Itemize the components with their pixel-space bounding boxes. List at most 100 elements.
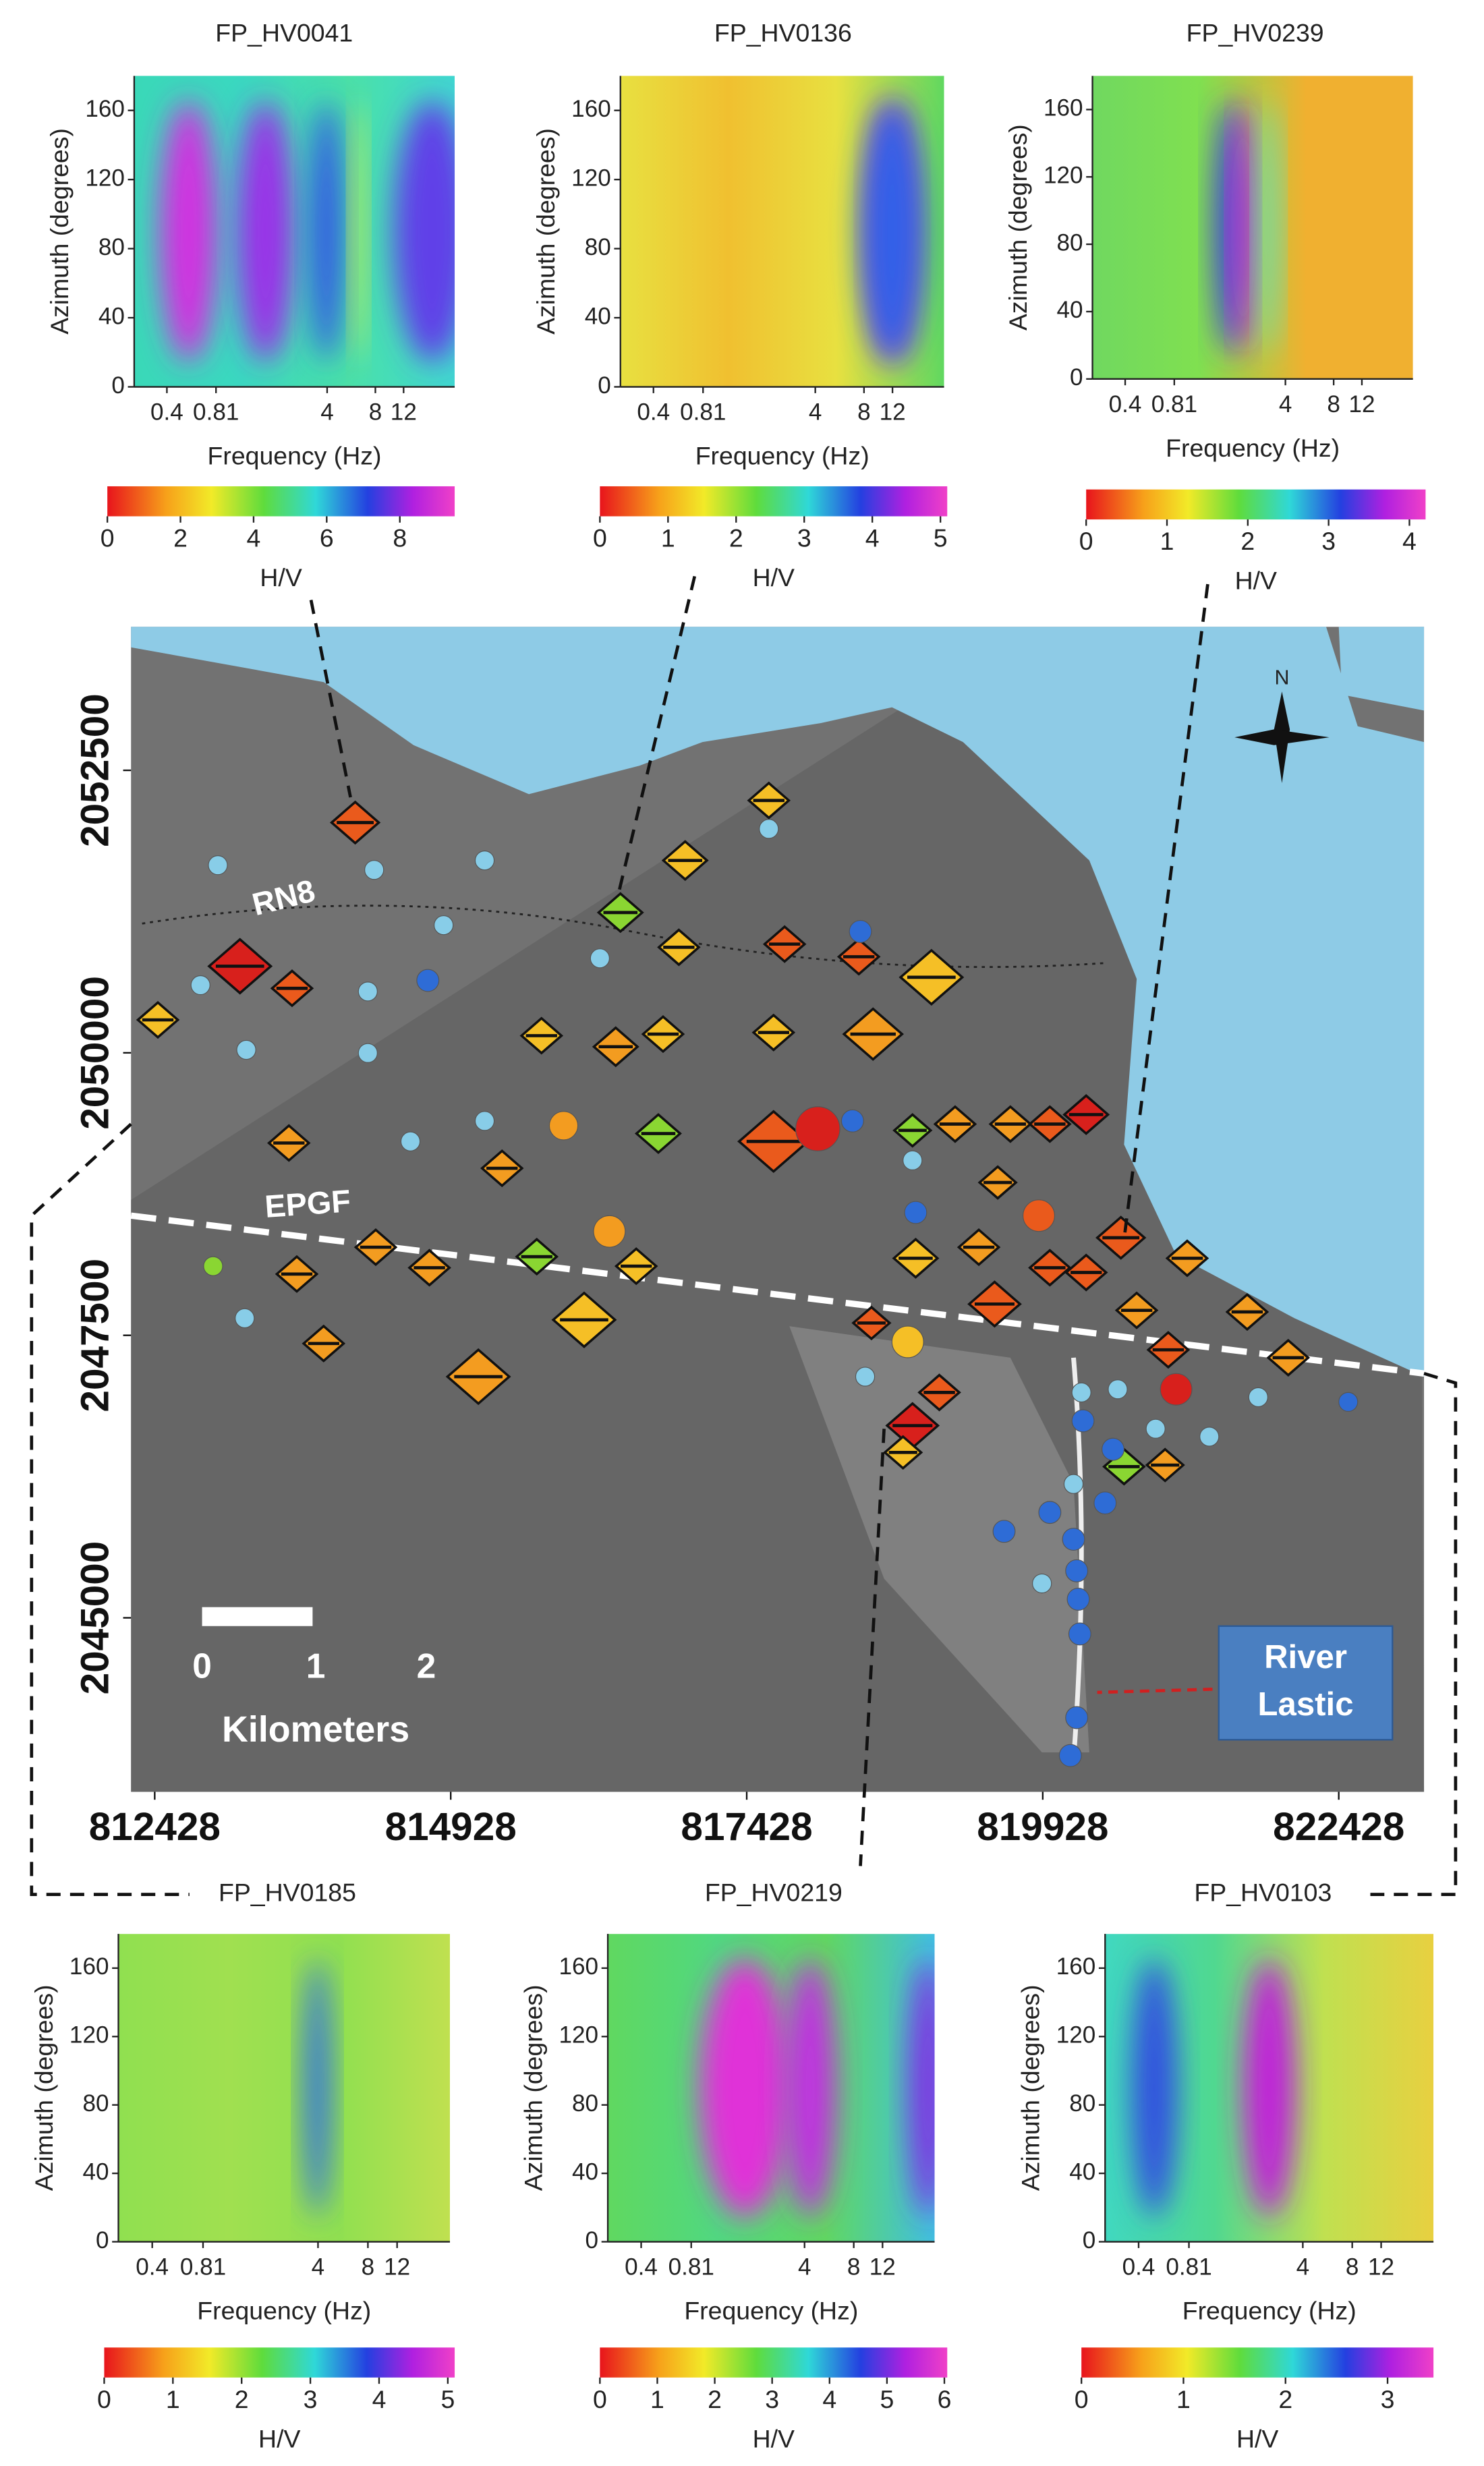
station-point <box>1032 1573 1052 1594</box>
colorbar-tick-label: 0 <box>97 2385 111 2413</box>
station-point <box>1338 1392 1359 1412</box>
heatmap <box>118 1934 451 2242</box>
station-point <box>474 1111 495 1131</box>
heatmap-bg <box>118 1934 451 2242</box>
station-point <box>992 1520 1016 1543</box>
map-y-tick-label: 2052500 <box>74 693 117 847</box>
colorbar-tick-label: 8 <box>393 523 407 552</box>
panel-title: FP_HV0239 <box>1187 19 1324 47</box>
x-tick-label: 8 <box>369 399 382 426</box>
x-axis-label: Frequency (Hz) <box>208 442 382 470</box>
y-tick-label: 120 <box>571 165 611 191</box>
station-marker <box>751 1013 796 1052</box>
map-y-tick-label: 2045000 <box>74 1541 117 1695</box>
sea <box>131 627 1425 1377</box>
station-point <box>1199 1427 1220 1447</box>
station-marker <box>136 1000 180 1039</box>
y-tick-label: 120 <box>1044 163 1083 189</box>
station-marker <box>1266 1338 1311 1377</box>
station-point <box>358 1043 378 1063</box>
map: RN8 EPGF N 0 1 2 Kilometers River Lastic <box>130 627 1425 1792</box>
river-pointer <box>1097 1688 1213 1694</box>
colorbar-label: H/V <box>1236 2424 1278 2453</box>
y-axis-label: Azimuth (degrees) <box>519 1984 547 2191</box>
colorbar-tick-label: 2 <box>1240 527 1255 555</box>
panel-title: FP_HV0136 <box>714 19 852 47</box>
y-tick-label: 0 <box>1070 364 1083 391</box>
station-marker <box>892 1238 940 1279</box>
colorbar-tick-label: 4 <box>822 2385 836 2413</box>
y-axis-label: Azimuth (degrees) <box>45 128 74 335</box>
colorbar <box>107 486 455 517</box>
x-tick-label: 4 <box>320 399 334 426</box>
colorbar-tick-label: 4 <box>865 523 880 552</box>
river-box <box>1218 1625 1394 1741</box>
station-point <box>1063 1474 1084 1494</box>
map-y-tick-label: 2047500 <box>74 1259 117 1412</box>
station-point <box>891 1325 924 1358</box>
heatmap-feature <box>352 101 366 362</box>
x-tick-label: 4 <box>809 399 822 426</box>
colorbar-label: H/V <box>260 563 302 592</box>
x-axis-label: Frequency (Hz) <box>1182 2297 1357 2325</box>
station-point <box>1058 1744 1082 1767</box>
colorbar-tick-label: 6 <box>320 523 334 552</box>
y-tick-label: 160 <box>85 96 125 122</box>
heatmap-feature <box>310 101 343 362</box>
station-point <box>416 969 440 992</box>
x-axis-label: Frequency (Hz) <box>684 2297 858 2325</box>
station-point <box>1062 1528 1085 1551</box>
station-marker <box>270 969 314 1008</box>
x-tick-label: 0.81 <box>1151 391 1197 418</box>
x-tick-label: 8 <box>1346 2254 1359 2281</box>
station-marker <box>445 1348 511 1406</box>
station-point <box>1248 1387 1268 1408</box>
station-point <box>795 1106 840 1151</box>
colorbar-tick-label: 4 <box>372 2385 387 2413</box>
y-tick-label: 160 <box>559 1953 598 1980</box>
y-axis-label: Azimuth (degrees) <box>30 1984 58 2191</box>
colorbar-tick-label: 1 <box>166 2385 180 2413</box>
station-point <box>364 860 384 880</box>
station-point <box>1102 1437 1124 1461</box>
colorbar-tick-label: 0 <box>101 523 115 552</box>
heatmap <box>1105 1934 1434 2242</box>
colorbar-tick-label: 0 <box>1075 2385 1089 2413</box>
station-marker <box>747 781 791 820</box>
heatmap-bg <box>1092 76 1413 379</box>
heatmap-feature <box>1131 1958 1178 2218</box>
y-tick-label: 40 <box>1069 2158 1095 2185</box>
station-marker <box>207 938 273 995</box>
station-marker <box>892 1113 933 1148</box>
station-point <box>840 1109 864 1132</box>
station-point <box>208 855 228 876</box>
heatmap <box>1092 76 1413 379</box>
x-tick-label: 0.81 <box>193 399 239 426</box>
y-tick-label: 0 <box>1083 2227 1096 2254</box>
station-marker <box>1062 1094 1110 1135</box>
station-marker <box>762 925 807 963</box>
scale-unit: Kilometers <box>222 1709 409 1750</box>
colorbar-tick-label: 3 <box>304 2385 318 2413</box>
y-axis-label: Azimuth (degrees) <box>1004 124 1032 331</box>
station-marker <box>885 1402 940 1450</box>
colorbar-tick-label: 3 <box>797 523 811 552</box>
panel-title: FP_HV0219 <box>705 1879 843 1907</box>
y-tick-label: 120 <box>559 2022 598 2048</box>
river-label: Lastic <box>1258 1686 1354 1723</box>
station-point <box>590 948 610 969</box>
x-axis-label: Frequency (Hz) <box>695 442 869 470</box>
map-y-tick-label: 2050000 <box>74 976 117 1130</box>
colorbar-tick-label: 4 <box>1402 527 1417 555</box>
x-tick-label: 12 <box>391 399 417 426</box>
fault-label: EPGF <box>264 1183 352 1224</box>
y-axis-label: Azimuth (degrees) <box>1017 1984 1045 2191</box>
station-marker <box>917 1373 961 1412</box>
fault-line <box>130 1212 1425 1377</box>
north-label: N <box>1274 666 1289 689</box>
x-tick-label: 12 <box>384 2254 410 2281</box>
x-tick-label: 0.81 <box>180 2254 226 2281</box>
